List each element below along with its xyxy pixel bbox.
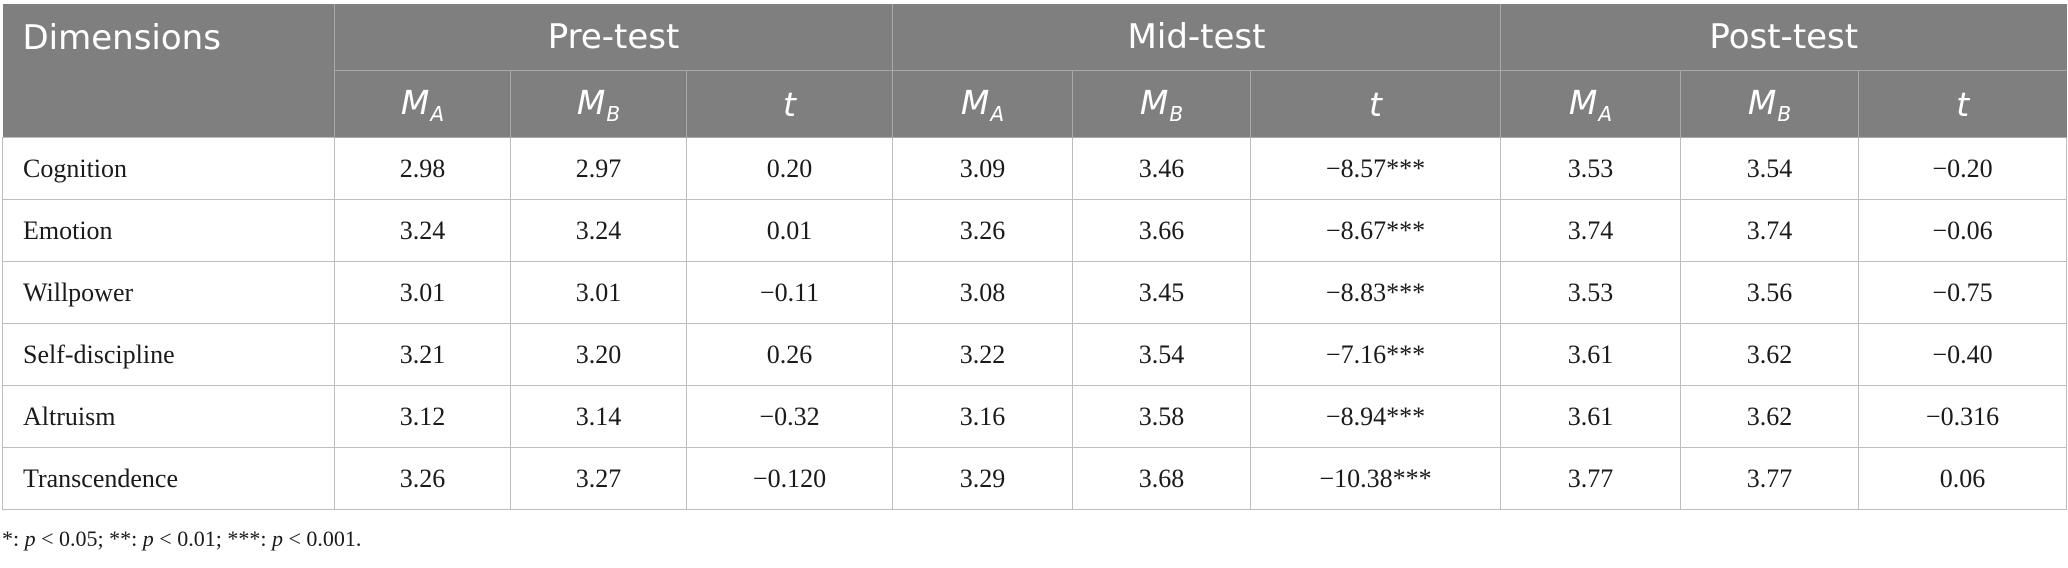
table-cell: 3.66 [1072,199,1252,262]
table-cell: 0.01 [685,199,894,262]
footnote-var: p [271,526,283,551]
table-cell: 3.46 [1072,137,1252,200]
table-cell: 3.74 [1500,199,1682,262]
table-cell: 3.61 [1500,323,1682,386]
table-row: Altruism 3.12 3.14 −0.32 3.16 3.58 −8.94… [2,385,2068,448]
table-cell: −0.120 [685,447,894,510]
table-cell: −8.83*** [1250,261,1502,324]
table-cell: 3.62 [1680,385,1860,448]
footnote-text: **: [109,526,143,551]
footnote-var: p [24,526,36,551]
significance-footnote: *: p < 0.05; **: p < 0.01; ***: p < 0.00… [2,526,361,552]
table-cell: 3.54 [1680,137,1860,200]
results-table-container: Dimensions Pre-test Mid-test Post-test M… [2,4,2068,510]
table-cell: 3.01 [510,261,687,324]
table-cell: −0.11 [685,261,894,324]
table-cell: 3.68 [1072,447,1252,510]
table-cell: 3.77 [1680,447,1860,510]
post-mb-header: MB [1680,70,1860,138]
mid-mb-header: MB [1072,70,1252,138]
table-body: Cognition 2.98 2.97 0.20 3.09 3.46 −8.57… [2,137,2068,510]
footnote-text: < 0.05; [35,526,110,551]
table-cell: −10.38*** [1250,447,1502,510]
mid-t-header: t [1250,70,1502,138]
table-row: Self-discipline 3.21 3.20 0.26 3.22 3.54… [2,323,2068,386]
table-cell: 3.22 [892,323,1074,386]
table-cell: 3.53 [1500,261,1682,324]
table-cell: 2.98 [334,137,511,200]
table-cell: 3.74 [1680,199,1860,262]
table-cell: 3.53 [1500,137,1682,200]
table-row: Cognition 2.98 2.97 0.20 3.09 3.46 −8.57… [2,137,2068,200]
table-cell: 3.20 [510,323,687,386]
table-cell: 3.08 [892,261,1074,324]
post-test-header: Post-test [1500,4,2067,71]
table-cell: 3.58 [1072,385,1252,448]
table-cell: 3.56 [1680,261,1860,324]
table-cell: −0.316 [1858,385,2068,448]
table-cell: 3.24 [510,199,687,262]
table-cell: 0.06 [1858,447,2068,510]
table-cell: 3.27 [510,447,687,510]
table-cell: 3.45 [1072,261,1252,324]
pre-ma-header: MA [334,70,511,138]
table-cell: 3.01 [334,261,511,324]
row-label: Cognition [2,137,335,200]
table-cell: 3.12 [334,385,511,448]
table-cell: 3.26 [334,447,511,510]
row-label: Transcendence [2,447,335,510]
footnote-text: < 0.001. [282,526,362,551]
table-cell: 3.54 [1072,323,1252,386]
table-cell: 3.09 [892,137,1074,200]
mid-test-header: Mid-test [892,4,1502,71]
table-cell: 3.16 [892,385,1074,448]
footnote-var: p [142,526,154,551]
table-cell: −8.57*** [1250,137,1502,200]
row-label: Emotion [2,199,335,262]
table-cell: 3.21 [334,323,511,386]
post-t-header: t [1858,70,2067,138]
footnote-text: < 0.01; [153,526,228,551]
table-cell: 3.24 [334,199,511,262]
table-cell: −8.94*** [1250,385,1502,448]
footnote-text: ***: [227,526,272,551]
table-cell: 3.26 [892,199,1074,262]
footnote-text: *: [2,526,25,551]
table-cell: 0.26 [685,323,894,386]
table-cell: 3.14 [510,385,687,448]
table-cell: −0.40 [1858,323,2068,386]
row-label: Altruism [2,385,335,448]
table-header: Dimensions Pre-test Mid-test Post-test M… [2,4,2067,138]
table-cell: −0.06 [1858,199,2068,262]
dimensions-header: Dimensions [2,4,335,138]
table-row: Willpower 3.01 3.01 −0.11 3.08 3.45 −8.8… [2,261,2068,324]
row-label: Willpower [2,261,335,324]
mid-ma-header: MA [892,70,1074,138]
pre-test-header: Pre-test [334,4,894,71]
table-cell: 3.61 [1500,385,1682,448]
table-cell: −0.20 [1858,137,2068,200]
table-cell: 3.29 [892,447,1074,510]
table-cell: −8.67*** [1250,199,1502,262]
table-cell: 3.62 [1680,323,1860,386]
table-cell: −0.32 [685,385,894,448]
table-cell: −0.75 [1858,261,2068,324]
table-cell: 0.20 [685,137,894,200]
table-cell: 2.97 [510,137,687,200]
post-ma-header: MA [1500,70,1682,138]
table-cell: −7.16*** [1250,323,1502,386]
pre-mb-header: MB [510,70,687,138]
row-label: Self-discipline [2,323,335,386]
results-table: Dimensions Pre-test Mid-test Post-test M… [2,4,2068,510]
table-row: Transcendence 3.26 3.27 −0.120 3.29 3.68… [2,447,2068,510]
pre-t-header: t [686,70,894,138]
table-cell: 3.77 [1500,447,1682,510]
table-row: Emotion 3.24 3.24 0.01 3.26 3.66 −8.67**… [2,199,2068,262]
